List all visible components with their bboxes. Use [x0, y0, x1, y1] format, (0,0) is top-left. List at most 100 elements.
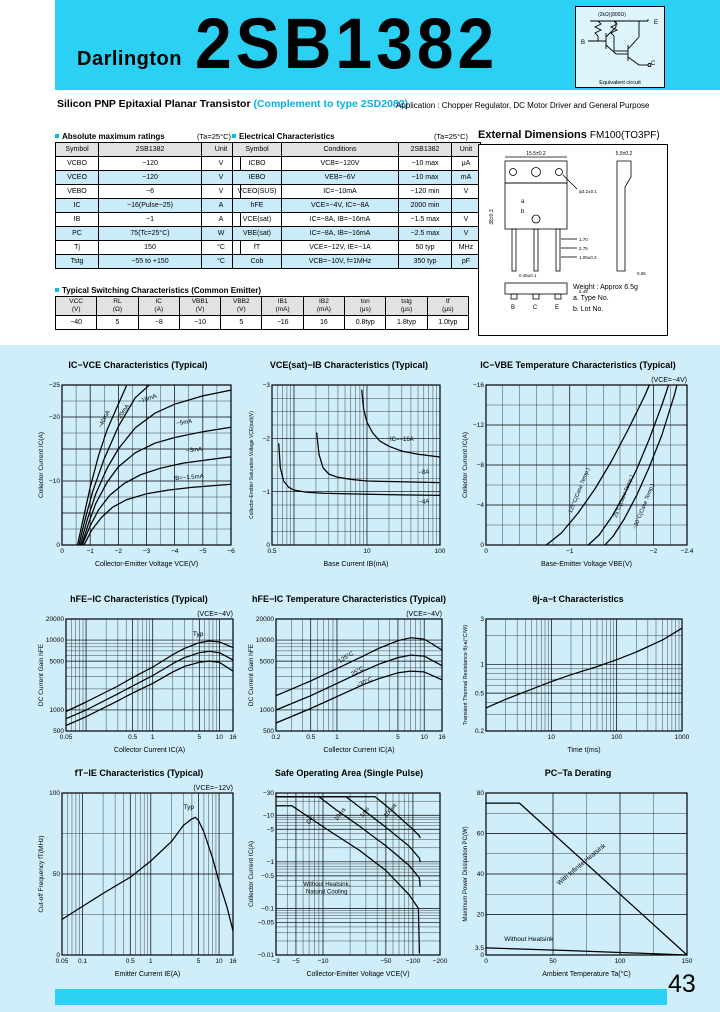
svg-text:0.5: 0.5: [267, 548, 276, 555]
svg-text:60: 60: [477, 831, 485, 838]
svg-text:Base-Emitter Voltage VBE(V): Base-Emitter Voltage VBE(V): [541, 561, 632, 568]
complement-note: (Complement to type 2SD2082): [253, 98, 409, 110]
svg-text:0: 0: [480, 952, 484, 959]
svg-text:−3mA: −3mA: [186, 447, 202, 455]
svg-text:−3: −3: [272, 958, 280, 965]
svg-text:Collector-Emitter Voltage VCE(: Collector-Emitter Voltage VCE(V): [306, 971, 409, 978]
table-row: VCEO(SUS) IC=−10mA −120 min V: [232, 184, 481, 199]
table-row: PC 75(Tc=25°C) W: [55, 226, 241, 241]
weight-line: Weight : Approx 6.5g: [573, 284, 638, 291]
svg-text:−20: −20: [49, 414, 60, 421]
svg-text:1000: 1000: [50, 707, 65, 714]
column-header: IB2 (mA): [302, 296, 346, 316]
svg-text:Without Heatsink: Without Heatsink: [504, 936, 554, 943]
chart-ic-vbe-temp: IC−VBE Temperature Characteristics (Typi…: [460, 360, 696, 571]
chart-pc-ta-derating-plot: 0 50 100 150 0 20 40 60 80 3.5 With Infinite Heats…: [463, 790, 693, 978]
svg-text:(VCE=−4V): (VCE=−4V): [197, 611, 233, 618]
svg-text:100: 100: [611, 734, 622, 741]
svg-text:25°C(Case Temp.): 25°C(Case Temp.): [613, 474, 636, 518]
svg-text:−0.05: −0.05: [258, 920, 275, 927]
dim-width: 15.5±0.2: [526, 151, 546, 157]
mark-a: a: [521, 199, 525, 205]
svg-text:−30: −30: [263, 790, 274, 797]
svg-text:10: 10: [215, 958, 223, 965]
chart-title: PC−Ta Derating: [544, 768, 612, 778]
svg-text:Ambient Temperature Ta(°C): Ambient Temperature Ta(°C): [542, 970, 631, 978]
svg-text:−5: −5: [292, 958, 300, 965]
dim-p2: 2.75: [579, 246, 588, 251]
svg-text:0: 0: [56, 952, 60, 959]
chart-hfe-ic-temp: hFE−IC Temperature Characteristics (Typi…: [246, 594, 452, 757]
svg-text:−10: −10: [317, 958, 328, 965]
svg-text:50: 50: [53, 871, 61, 878]
svg-text:10000: 10000: [46, 637, 64, 644]
elec-section-title: Electrical Characteristics (Ta=25°C): [232, 132, 468, 141]
svg-text:0: 0: [484, 548, 488, 555]
column-header: ton (μs): [344, 296, 387, 316]
svg-text:5: 5: [198, 734, 202, 741]
svg-text:DC: DC: [306, 815, 316, 826]
chart-ic-vbe-temp-plot: 0 −1 −2 −2.4 0 −4 −8 −12 −16 125°C(Case Temp.) 25°…: [462, 377, 694, 568]
table-row: Cob VCB=−10V, f=1MHz 350 typ pF: [232, 254, 481, 269]
chart-pc-ta-derating: PC−Ta Derating 0 50 100 150 0 20 40 60 80 3.5 With…: [460, 768, 696, 981]
svg-text:100: 100: [49, 790, 60, 797]
svg-text:20000: 20000: [46, 616, 64, 623]
table-row: −40 5 −8 −10 5 −16 16 0.8typ 1.8typ 1.0typ: [54, 315, 470, 330]
elec-condition: (Ta=25°C): [433, 132, 468, 141]
page-number: 43: [668, 970, 696, 998]
extdim-title: External Dimensions FM100(TO3PF): [478, 129, 660, 141]
table-row: VEBO −6 V: [55, 184, 241, 199]
svg-text:IC=−16A: IC=−16A: [390, 437, 414, 443]
column-header: Unit: [451, 142, 481, 157]
column-header: IB1 (mA): [261, 296, 304, 316]
column-header: Symbol: [55, 142, 99, 157]
equivalent-circuit-box: (2kΩ)(800Ω) E B C Equivalent circuit: [575, 6, 665, 88]
svg-text:−0.01: −0.01: [258, 952, 275, 959]
svg-text:0.5: 0.5: [475, 690, 484, 697]
svg-text:Collector-Emitter Voltage VCE(: Collector-Emitter Voltage VCE(V): [95, 561, 198, 568]
equiv-resistor-labels: (2kΩ)(800Ω): [598, 12, 626, 18]
svg-text:−6: −6: [227, 548, 235, 555]
svg-text:−8: −8: [477, 462, 485, 469]
svg-text:5: 5: [197, 958, 201, 965]
svg-text:Time t(ms): Time t(ms): [567, 747, 600, 754]
dim-p3: 1.05±0.2: [579, 255, 597, 260]
weight-note: Weight : Approx 6.5g a. Type No. b. Lot …: [573, 283, 638, 316]
svg-text:−50: −50: [380, 958, 391, 965]
svg-text:−4: −4: [477, 502, 485, 509]
svg-text:−1: −1: [267, 859, 275, 866]
pin-e-label: E: [555, 305, 559, 311]
svg-text:−1: −1: [263, 489, 271, 496]
switching-table: VCC (V) RL (Ω) IC (A) VBB1 (V) VBB2 (V) IB1 (…: [54, 296, 470, 330]
svg-text:3.5: 3.5: [475, 945, 484, 952]
svg-text:0.5: 0.5: [126, 958, 135, 965]
svg-text:−10: −10: [49, 478, 60, 485]
dim-p5: 5.45: [579, 289, 588, 294]
dim-height: 38±0.3: [489, 209, 495, 224]
column-header: Symbol: [232, 142, 282, 157]
column-header: VBB2 (V): [220, 296, 263, 316]
chart-hfe-ic-plot: 0.05 0.5 1 5 10 16 500 1000 5000 10000 20000 Typ (VC…: [38, 611, 237, 754]
svg-text:Collector Current IC(A): Collector Current IC(A): [248, 841, 255, 907]
svg-text:Collector Current IC(A): Collector Current IC(A): [462, 432, 469, 498]
svg-text:Natural Cooling: Natural Cooling: [306, 889, 347, 895]
svg-text:−4A: −4A: [418, 499, 429, 505]
svg-text:1: 1: [335, 734, 339, 741]
svg-text:−200: −200: [433, 958, 448, 965]
svg-text:0: 0: [266, 542, 270, 549]
mark-b: b: [521, 209, 525, 215]
chart-thermal-resistance-plot: 10 100 1000 0.2 0.5 1 3 Time t(ms) Transient The…: [463, 616, 690, 754]
svg-text:−1: −1: [86, 548, 94, 555]
chart-title: Safe Operating Area (Single Pulse): [274, 768, 424, 778]
svg-text:−0.1: −0.1: [261, 906, 274, 913]
absmax-table: Symbol 2SB1382 Unit VCBO −120 V VCEO −120 V VEBO −…: [55, 142, 241, 269]
svg-text:Maximum Power Dissipation PC(W: Maximum Power Dissipation PC(W): [463, 826, 469, 921]
package-name: FM100(TO3PF): [589, 130, 660, 141]
absmax-section-title: Absolute maximum ratings (Ta=25°C): [55, 132, 231, 141]
svg-text:−10mA: −10mA: [138, 394, 158, 406]
family-label: Darlington: [77, 48, 182, 70]
type-no-line: a. Type No.: [573, 294, 609, 302]
svg-text:1ms: 1ms: [359, 806, 371, 819]
svg-text:−5mA: −5mA: [176, 419, 193, 427]
svg-text:1: 1: [149, 958, 153, 965]
